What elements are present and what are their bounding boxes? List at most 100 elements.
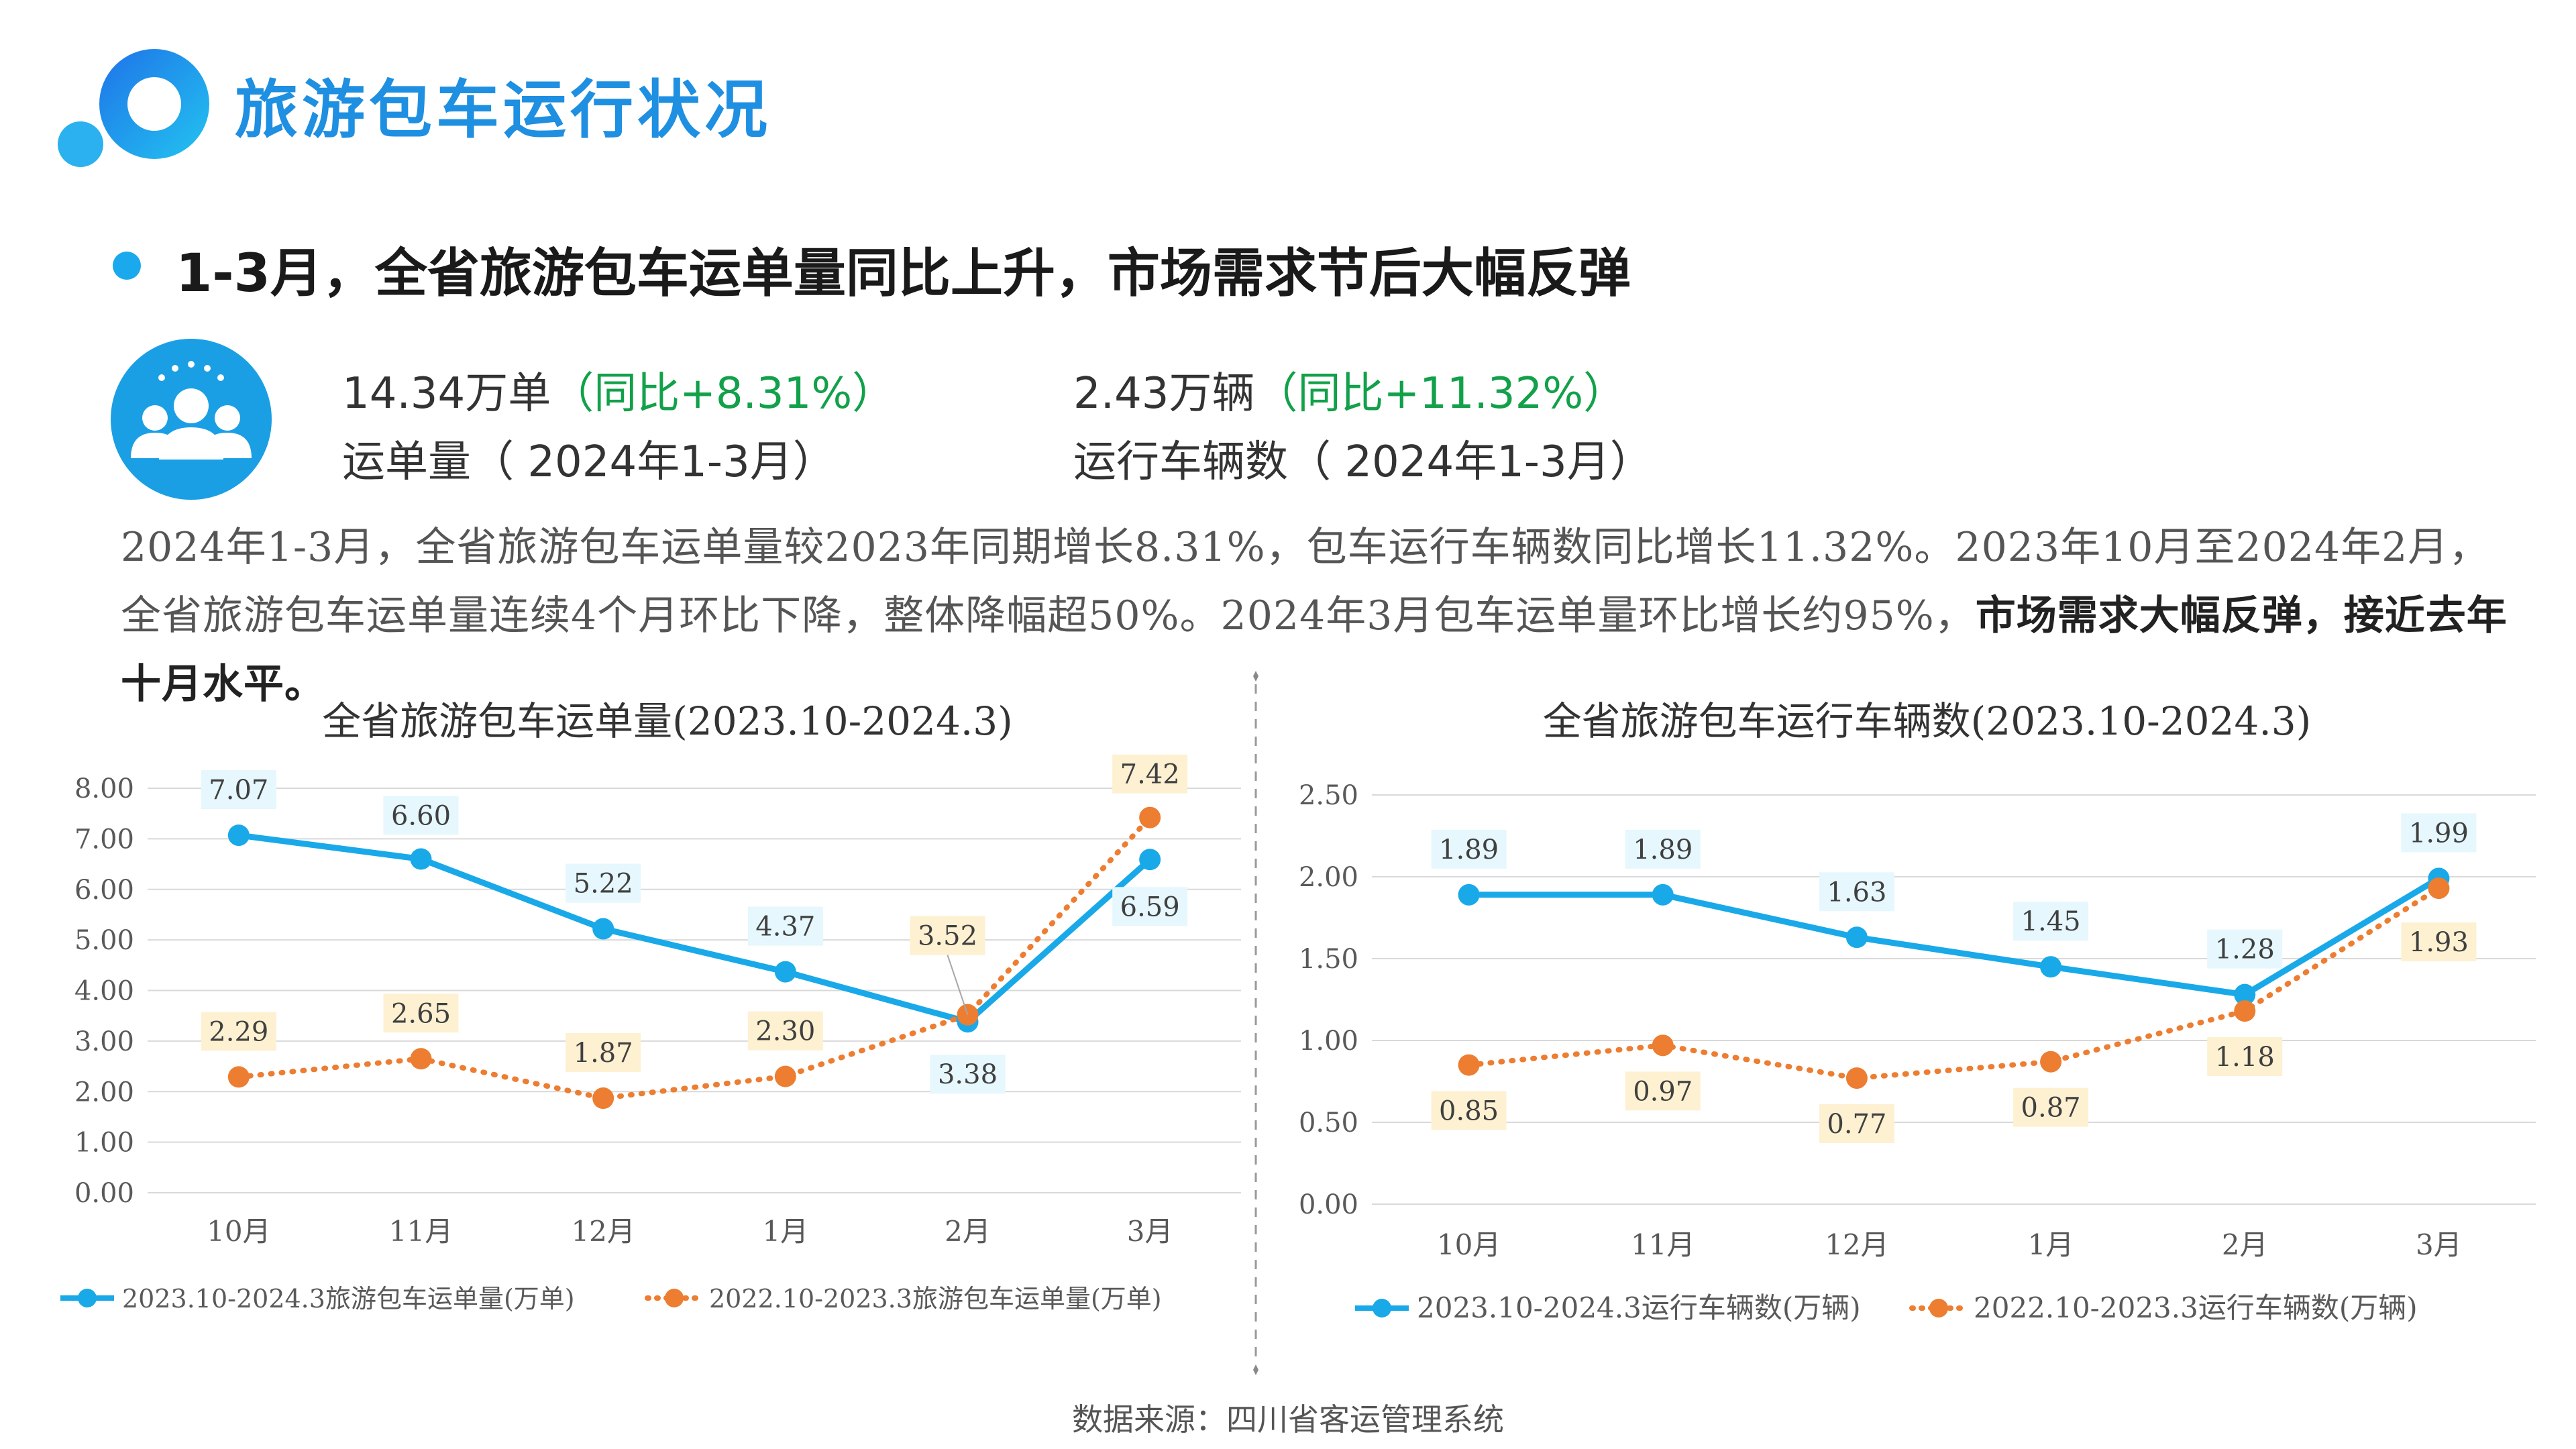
chart-title: 全省旅游包车运单量(2023.10-2024.3)	[322, 698, 1013, 744]
vehicles-line-chart: 全省旅游包车运行车辆数(2023.10-2024.3) 2.50 2.00 1.50 1…	[1268, 691, 2536, 1362]
data-label-box	[1819, 1104, 1894, 1144]
y-tick-label: 1.50	[1299, 944, 1358, 975]
data-label-box	[1819, 872, 1894, 912]
y-tick-label: 2.00	[1299, 862, 1358, 893]
x-tick-label: 12月	[571, 1215, 635, 1248]
legend-label: 2023.10-2024.3运行车辆数(万辆)	[1417, 1291, 1861, 1324]
summary-paragraph: 2024年1-3月，全省旅游包车运单量较2023年同期增长8.31%，包车运行车…	[121, 513, 2509, 718]
data-label: 2.65	[391, 998, 451, 1029]
kpi-orders-value: 14.34万单（同比+8.31%）	[342, 359, 895, 421]
x-tick-label: 3月	[2416, 1228, 2462, 1261]
y-tick-label: 0.00	[74, 1178, 134, 1209]
x-tick-label: 12月	[1825, 1228, 1888, 1261]
data-label-box	[1431, 829, 1507, 869]
data-point	[2040, 956, 2062, 978]
y-tick-label: 0.00	[1299, 1189, 1358, 1220]
data-label-box	[1112, 754, 1188, 794]
y-tick-label: 7.00	[74, 824, 134, 855]
people-group-icon	[111, 339, 272, 500]
data-point	[410, 1048, 432, 1070]
data-point	[2040, 1051, 2062, 1073]
data-label: 0.77	[1827, 1109, 1886, 1140]
x-tick-label: 1月	[2028, 1228, 2074, 1261]
data-point	[227, 1066, 250, 1088]
legend-label: 2022.10-2023.3运行车辆数(万辆)	[1974, 1291, 2418, 1324]
x-tick-label: 11月	[1631, 1228, 1695, 1261]
data-label: 0.87	[2021, 1093, 2081, 1124]
data-label: 4.37	[755, 912, 815, 943]
data-label-box	[2013, 902, 2089, 941]
data-label: 1.89	[1633, 835, 1693, 865]
data-label: 3.52	[918, 921, 977, 952]
series-line	[235, 814, 1153, 1101]
data-label-box	[747, 1011, 823, 1051]
x-tick-label: 2月	[2222, 1228, 2268, 1261]
data-point	[1139, 849, 1161, 871]
kpi-vehicles-value: 2.43万辆（同比+11.32%）	[1073, 359, 1626, 421]
data-point	[1652, 1034, 1674, 1057]
kpi-orders-label: 运单量（ 2024年1-3月）	[342, 437, 836, 487]
data-label-box	[201, 770, 276, 810]
orders-chart-svg: 全省旅游包车运单量(2023.10-2024.3) 8.00 7.00 6.00 5.0…	[60, 698, 1241, 1313]
data-point	[227, 824, 250, 847]
brand-logo-icon	[58, 49, 209, 167]
vehicles-chart-svg: 全省旅游包车运行车辆数(2023.10-2024.3) 2.50 2.00 1.50 1…	[1299, 698, 2536, 1324]
data-label: 1.28	[2215, 934, 2275, 965]
data-label: 5.22	[574, 869, 633, 900]
data-point	[2234, 983, 2256, 1006]
y-tick-label: 8.00	[74, 773, 134, 804]
data-point	[1652, 883, 1674, 906]
legend-marker	[1929, 1299, 1948, 1318]
data-point	[410, 848, 432, 870]
y-tick-label: 5.00	[74, 925, 134, 956]
data-label: 1.87	[574, 1038, 633, 1069]
summary-text: 2024年1-3月，全省旅游包车运单量较2023年同期增长8.31%，包车运行车…	[121, 524, 2490, 639]
summary-emphasis: 市场需求大幅反弹，接近去年十月水平。	[121, 592, 2508, 708]
y-tick-label: 4.00	[74, 976, 134, 1007]
data-label-box	[1112, 887, 1188, 926]
x-tick-label: 10月	[207, 1215, 270, 1248]
data-label-box	[2207, 1037, 2283, 1077]
data-label: 6.60	[391, 801, 451, 832]
data-label: 6.59	[1120, 892, 1180, 922]
data-label: 0.97	[1633, 1076, 1693, 1107]
y-tick-label: 6.00	[74, 875, 134, 906]
kpi-orders-change: （同比+8.31%）	[551, 369, 896, 419]
data-point	[774, 961, 796, 983]
data-label: 1.93	[2409, 927, 2469, 958]
data-label: 0.85	[1439, 1096, 1499, 1127]
chart-title: 全省旅游包车运行车辆数(2023.10-2024.3)	[1543, 698, 2312, 744]
page-title: 旅游包车运行状况	[235, 74, 772, 147]
data-label: 3.38	[938, 1059, 998, 1090]
data-label: 7.42	[1120, 759, 1180, 790]
kpi-vehicles-label: 运行车辆数（ 2024年1-3月）	[1073, 437, 1653, 487]
data-point	[774, 1065, 796, 1087]
x-tick-label: 2月	[945, 1215, 991, 1248]
data-label: 1.89	[1439, 835, 1499, 865]
headline: 1-3月，全省旅游包车运单量同比上升，市场需求节后大幅反弹	[176, 244, 1631, 304]
legend-marker	[1373, 1299, 1391, 1318]
data-label: 2.30	[755, 1016, 815, 1047]
data-label-box	[2013, 1087, 2089, 1127]
data-point	[1458, 883, 1480, 906]
data-label-box	[566, 1033, 641, 1073]
data-label: 1.63	[1827, 877, 1886, 908]
headline-bullet	[113, 252, 141, 280]
data-point	[592, 1087, 614, 1110]
orders-line-chart: 全省旅游包车运单量(2023.10-2024.3) 8.00 7.00 6.00 5.0…	[40, 691, 1241, 1362]
data-point	[1845, 1067, 1868, 1089]
series-line	[1466, 885, 2442, 1081]
kpi-vehicles-change: （同比+11.32%）	[1254, 369, 1627, 419]
data-label-box	[747, 906, 823, 946]
data-label-box	[930, 1055, 1006, 1094]
data-label: 1.45	[2021, 906, 2081, 937]
data-label-box	[2401, 813, 2477, 853]
chart-divider	[1253, 671, 1258, 1375]
legend-label: 2023.10-2024.3旅游包车运单量(万单)	[122, 1284, 575, 1313]
data-point	[2428, 877, 2450, 900]
data-label-box	[2401, 922, 2477, 962]
legend-marker	[665, 1289, 684, 1307]
y-tick-label: 3.00	[74, 1026, 134, 1057]
data-label-box	[201, 1012, 276, 1051]
legend-marker	[78, 1289, 97, 1307]
